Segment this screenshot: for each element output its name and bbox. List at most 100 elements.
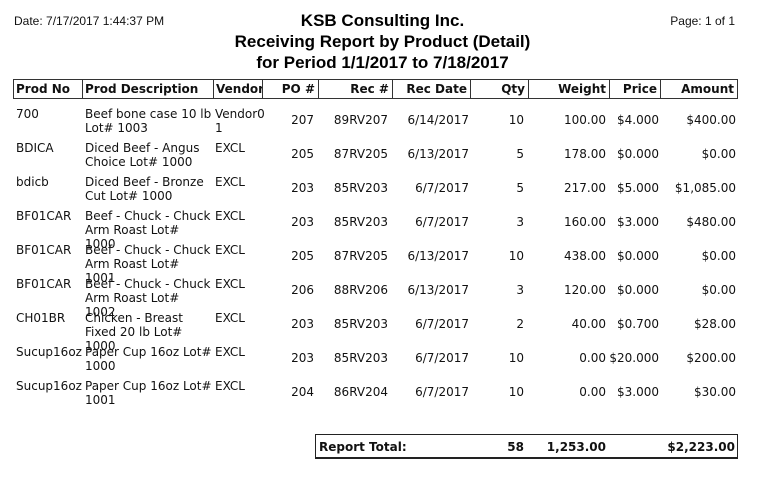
- cell-rec-date: 6/7/2017: [415, 215, 469, 229]
- table-row: BF01CAR Beef - Chuck - Chuck Arm Roast L…: [0, 271, 765, 319]
- cell-vendor: Vendor0 1: [215, 107, 265, 135]
- report-total-label: Report Total:: [319, 440, 407, 454]
- cell-weight: 0.00: [579, 351, 606, 365]
- cell-prod-no: Sucup16oz: [16, 345, 82, 359]
- report-total-box: Report Total: 58 1,253.00 $2,223.00: [315, 434, 738, 459]
- cell-amount: $400.00: [686, 113, 736, 127]
- report-total-amount: $2,223.00: [667, 440, 735, 454]
- report-total-weight: 1,253.00: [546, 440, 606, 454]
- cell-qty: 10: [508, 113, 524, 127]
- cell-weight: 160.00: [564, 215, 606, 229]
- cell-prod-no: BDICA: [16, 141, 54, 155]
- cell-po: 203: [291, 181, 314, 195]
- col-header-prod-description: Prod Description: [82, 79, 214, 99]
- cell-vendor: EXCL: [215, 175, 245, 189]
- table-row: BF01CAR Beef - Chuck - Chuck Arm Roast L…: [0, 203, 765, 251]
- cell-price: $0.000: [617, 147, 659, 161]
- cell-rec: 85RV203: [333, 215, 388, 229]
- cell-price: $0.000: [617, 249, 659, 263]
- cell-vendor: EXCL: [215, 209, 245, 223]
- cell-price: $0.700: [617, 317, 659, 331]
- cell-vendor: EXCL: [215, 345, 245, 359]
- cell-qty: 10: [508, 385, 524, 399]
- cell-rec: 86RV204: [333, 385, 388, 399]
- col-header-rec-date: Rec Date: [392, 79, 471, 99]
- cell-price: $4.000: [617, 113, 659, 127]
- col-header-vendor: Vendor: [213, 79, 263, 99]
- cell-prod-no: BF01CAR: [16, 209, 72, 223]
- cell-amount: $0.00: [701, 283, 736, 297]
- cell-weight: 40.00: [571, 317, 606, 331]
- cell-prod-no: Sucup16oz: [16, 379, 82, 393]
- cell-weight: 120.00: [564, 283, 606, 297]
- table-row: Sucup16oz Paper Cup 16oz Lot# 1001 EXCL …: [0, 373, 765, 407]
- cell-prod-no: bdicb: [16, 175, 49, 189]
- cell-prod-no: BF01CAR: [16, 243, 72, 257]
- cell-amount: $0.00: [701, 147, 736, 161]
- report-period: for Period 1/1/2017 to 7/18/2017: [256, 53, 509, 72]
- report-total-qty: 58: [507, 440, 524, 454]
- cell-rec-date: 6/13/2017: [407, 283, 469, 297]
- cell-rec-date: 6/7/2017: [415, 351, 469, 365]
- cell-qty: 5: [516, 181, 524, 195]
- col-header-qty: Qty: [470, 79, 529, 99]
- col-header-price: Price: [609, 79, 661, 99]
- table-row: CH01BR Chicken - Breast Fixed 20 lb Lot#…: [0, 305, 765, 353]
- cell-price: $5.000: [617, 181, 659, 195]
- cell-qty: 2: [516, 317, 524, 331]
- cell-po: 204: [291, 385, 314, 399]
- cell-vendor: EXCL: [215, 141, 245, 155]
- cell-rec: 89RV207: [333, 113, 388, 127]
- cell-prod-description: Diced Beef - Bronze Cut Lot# 1000: [85, 175, 204, 203]
- cell-prod-no: BF01CAR: [16, 277, 72, 291]
- cell-prod-description: Beef - Chuck - Chuck Arm Roast Lot# 1000: [85, 209, 211, 251]
- report-title: Receiving Report by Product (Detail): [234, 32, 531, 51]
- table-row: BF01CAR Beef - Chuck - Chuck Arm Roast L…: [0, 237, 765, 285]
- cell-po: 203: [291, 351, 314, 365]
- col-header-rec: Rec #: [318, 79, 393, 99]
- cell-amount: $1,085.00: [674, 181, 736, 195]
- cell-qty: 5: [516, 147, 524, 161]
- col-header-amount: Amount: [660, 79, 738, 99]
- cell-amount: $28.00: [694, 317, 736, 331]
- company-name: KSB Consulting Inc.: [300, 11, 465, 30]
- cell-rec-date: 6/13/2017: [407, 147, 469, 161]
- cell-weight: 0.00: [579, 385, 606, 399]
- cell-qty: 10: [508, 351, 524, 365]
- cell-price: $0.000: [617, 283, 659, 297]
- cell-weight: 217.00: [564, 181, 606, 195]
- cell-rec-date: 6/14/2017: [407, 113, 469, 127]
- cell-rec: 88RV206: [333, 283, 388, 297]
- cell-amount: $30.00: [694, 385, 736, 399]
- cell-rec: 85RV203: [333, 317, 388, 331]
- cell-amount: $0.00: [701, 249, 736, 263]
- cell-vendor: EXCL: [215, 243, 245, 257]
- cell-rec: 87RV205: [333, 249, 388, 263]
- cell-po: 205: [291, 147, 314, 161]
- cell-prod-description: Chicken - Breast Fixed 20 lb Lot# 1000: [85, 311, 183, 353]
- page-number: Page: 1 of 1: [670, 14, 735, 28]
- cell-prod-description: Paper Cup 16oz Lot# 1001: [85, 379, 212, 407]
- cell-rec: 85RV203: [333, 181, 388, 195]
- cell-prod-description: Beef - Chuck - Chuck Arm Roast Lot# 1001: [85, 243, 211, 285]
- cell-price: $20.000: [609, 351, 659, 365]
- cell-weight: 178.00: [564, 147, 606, 161]
- cell-prod-no: CH01BR: [16, 311, 66, 325]
- table-row: bdicb Diced Beef - Bronze Cut Lot# 1000 …: [0, 169, 765, 203]
- cell-qty: 3: [516, 215, 524, 229]
- cell-prod-no: 700: [16, 107, 39, 121]
- cell-price: $3.000: [617, 215, 659, 229]
- cell-amount: $200.00: [686, 351, 736, 365]
- report-date: Date: 7/17/2017 1:44:37 PM: [14, 14, 165, 28]
- cell-rec-date: 6/13/2017: [407, 249, 469, 263]
- cell-po: 207: [291, 113, 314, 127]
- cell-prod-description: Paper Cup 16oz Lot# 1000: [85, 345, 212, 373]
- cell-amount: $480.00: [686, 215, 736, 229]
- cell-prod-description: Beef bone case 10 lb Lot# 1003: [85, 107, 212, 135]
- cell-prod-description: Diced Beef - Angus Choice Lot# 1000: [85, 141, 200, 169]
- cell-rec-date: 6/7/2017: [415, 385, 469, 399]
- cell-vendor: EXCL: [215, 379, 245, 393]
- table-row: Sucup16oz Paper Cup 16oz Lot# 1000 EXCL …: [0, 339, 765, 373]
- cell-po: 203: [291, 215, 314, 229]
- cell-vendor: EXCL: [215, 311, 245, 325]
